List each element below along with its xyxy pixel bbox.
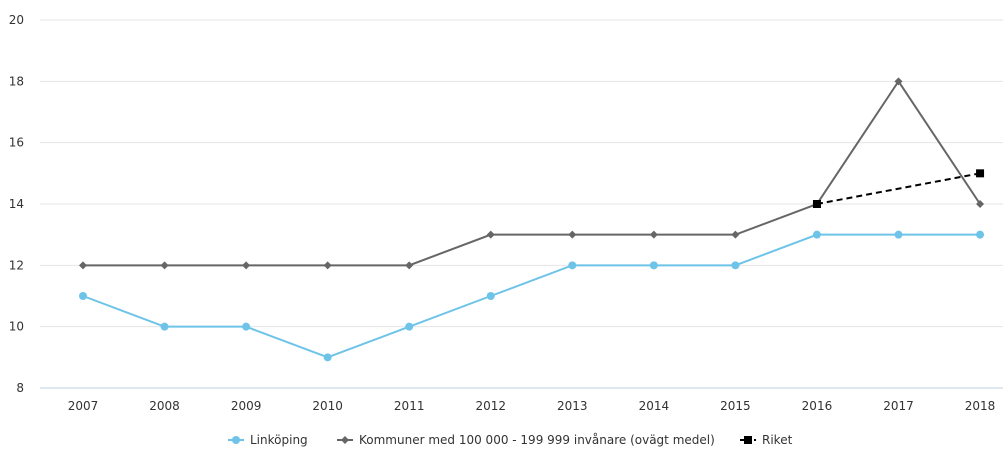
legend-item: Kommuner med 100 000 - 199 999 invånare … xyxy=(337,433,715,447)
y-axis-ticks: 8 10 12 14 16 18 20 xyxy=(9,13,24,395)
y-tick-label: 8 xyxy=(16,381,24,395)
y-tick-label: 18 xyxy=(9,74,24,88)
x-tick-label: 2007 xyxy=(68,399,99,413)
data-point xyxy=(232,436,240,444)
data-point xyxy=(486,292,495,300)
data-point xyxy=(160,261,169,270)
data-point xyxy=(894,230,903,239)
data-point xyxy=(160,322,169,331)
y-tick-label: 14 xyxy=(9,197,24,211)
series-2 xyxy=(79,77,985,270)
x-tick-label: 2015 xyxy=(720,399,751,413)
data-point xyxy=(976,230,985,239)
series-1 xyxy=(79,230,985,362)
legend-label: Riket xyxy=(762,433,793,447)
data-point xyxy=(486,230,495,239)
data-point xyxy=(323,353,332,362)
data-point xyxy=(405,322,414,331)
series-group xyxy=(79,77,985,362)
data-point xyxy=(568,230,577,239)
series-line xyxy=(816,172,981,205)
x-tick-label: 2012 xyxy=(475,399,506,413)
x-tick-label: 2009 xyxy=(231,399,262,413)
data-point xyxy=(812,200,821,208)
x-tick-label: 2008 xyxy=(149,399,180,413)
series-3 xyxy=(812,169,985,208)
data-point xyxy=(323,261,332,270)
data-point xyxy=(731,230,740,239)
data-point xyxy=(731,261,740,270)
x-tick-label: 2013 xyxy=(557,399,588,413)
data-point xyxy=(341,436,349,444)
data-point xyxy=(649,230,658,239)
data-point xyxy=(242,261,251,270)
x-tick-label: 2011 xyxy=(394,399,425,413)
data-point xyxy=(976,169,985,178)
data-point xyxy=(79,292,87,300)
x-tick-label: 2018 xyxy=(965,399,996,413)
x-tick-label: 2010 xyxy=(312,399,343,413)
legend: Linköping Kommuner med 100 000 - 199 999 … xyxy=(228,433,793,447)
x-tick-label: 2014 xyxy=(639,399,670,413)
x-tick-label: 2017 xyxy=(883,399,914,413)
data-point xyxy=(568,261,577,270)
y-tick-label: 20 xyxy=(9,13,24,27)
data-point xyxy=(744,436,752,444)
y-tick-label: 10 xyxy=(9,320,24,334)
series-line xyxy=(82,233,981,359)
data-point xyxy=(79,261,87,270)
data-point xyxy=(242,322,251,331)
legend-item: Riket xyxy=(740,433,793,447)
data-point xyxy=(894,77,903,86)
series-line xyxy=(83,79,981,267)
data-point xyxy=(976,200,985,208)
data-point xyxy=(812,230,821,239)
legend-label: Kommuner med 100 000 - 199 999 invånare … xyxy=(359,433,715,447)
x-tick-label: 2016 xyxy=(802,399,833,413)
y-tick-label: 16 xyxy=(9,136,24,150)
y-tick-label: 12 xyxy=(9,258,24,272)
legend-item: Linköping xyxy=(228,433,308,447)
data-point xyxy=(405,261,414,270)
data-point xyxy=(649,261,658,270)
legend-label: Linköping xyxy=(250,433,308,447)
x-axis-ticks: 2007 2008 2009 2010 2011 2012 2013 2014 2015 2016… xyxy=(68,399,996,413)
grid-lines xyxy=(40,19,1003,328)
